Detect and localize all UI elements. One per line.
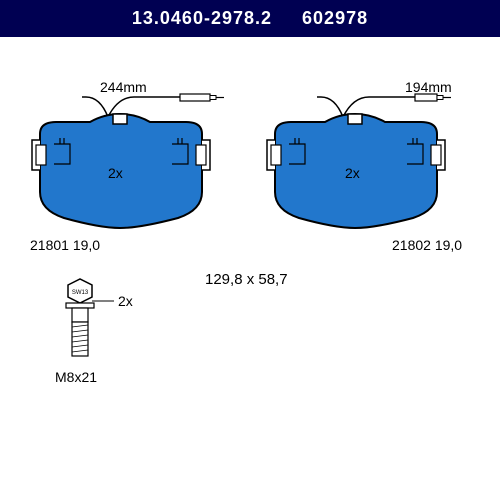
header-bar: 13.0460-2978.2 602978 bbox=[0, 0, 500, 37]
left-pad-code: 21801 19,0 bbox=[30, 237, 100, 253]
right-pad-code: 21802 19,0 bbox=[392, 237, 462, 253]
right-brake-pad bbox=[265, 92, 465, 232]
right-sensor-length: 194mm bbox=[405, 79, 452, 95]
left-pad-qty: 2x bbox=[108, 165, 123, 181]
bolt-spec: M8x21 bbox=[55, 369, 97, 385]
left-sensor-length: 244mm bbox=[100, 79, 147, 95]
pad-dimensions: 129,8 x 58,7 bbox=[205, 271, 288, 288]
svg-text:SW13: SW13 bbox=[72, 290, 89, 296]
left-brake-pad bbox=[30, 92, 230, 232]
bolt-qty: 2x bbox=[118, 293, 133, 309]
diagram-area: 244mm 194mm 2x 2x 21801 19,0 21802 19,0 … bbox=[0, 37, 500, 457]
part-number: 13.0460-2978.2 bbox=[132, 8, 272, 28]
alt-number: 602978 bbox=[302, 8, 368, 28]
right-pad-qty: 2x bbox=[345, 165, 360, 181]
